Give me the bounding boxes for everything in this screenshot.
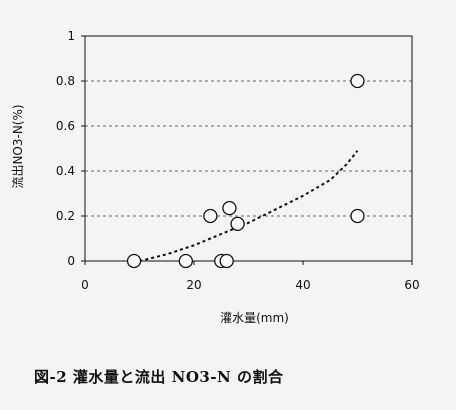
data-point-7 <box>350 73 365 89</box>
figure-caption: 図-2 灌水量と流出 NO3-N の割合 <box>34 368 284 386</box>
x-tick-label-3: 60 <box>404 278 419 292</box>
y-tick-label-2: 0.4 <box>56 164 75 178</box>
x-tick-label-0: 0 <box>81 278 89 292</box>
data-point-6 <box>230 216 245 232</box>
y-axis-title: 流出NO3-N(%) <box>11 104 25 188</box>
grid-lines <box>85 80 412 217</box>
x-tick-label-1: 20 <box>186 278 201 292</box>
y-tick-label-3: 0.6 <box>56 119 75 133</box>
data-point-5 <box>222 200 237 216</box>
trend-line <box>139 150 359 262</box>
data-point-0 <box>126 253 142 269</box>
plot-area-frame <box>84 35 413 262</box>
y-tick-label-1: 0.2 <box>56 209 75 223</box>
y-tick-label-5: 1 <box>67 29 75 43</box>
y-tick-label-0: 0 <box>67 254 75 268</box>
data-point-2 <box>203 208 218 224</box>
data-point-4 <box>219 253 234 269</box>
y-axis-ticks: 0 0.2 0.4 0.6 0.8 1 <box>56 29 85 268</box>
y-tick-label-4: 0.8 <box>56 74 75 88</box>
x-axis-ticks: 0 20 40 60 <box>81 261 420 292</box>
data-points <box>126 73 365 269</box>
x-tick-label-2: 40 <box>295 278 310 292</box>
x-axis-title: 灌水量(mm) <box>220 311 289 325</box>
data-point-1 <box>178 253 193 269</box>
data-point-8 <box>350 208 365 224</box>
